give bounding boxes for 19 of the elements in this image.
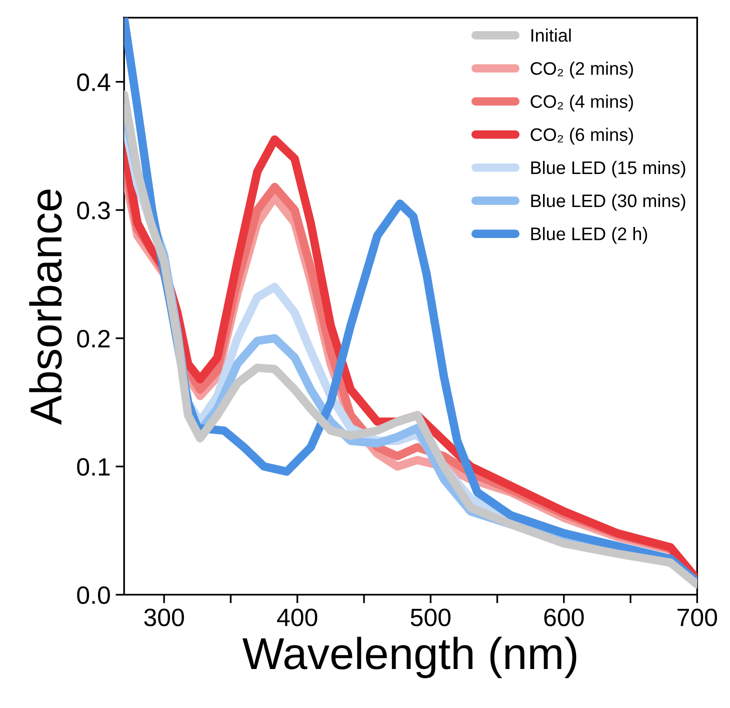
legend-label: CO₂ (6 mins) [530, 128, 633, 145]
legend-label: CO₂ (2 mins) [530, 62, 633, 78]
x-tick-label: 500 [410, 608, 450, 626]
y-tick-label: 0.3 [77, 202, 110, 220]
legend-label: Initial [531, 28, 571, 42]
y-tick-label: 0.2 [77, 330, 110, 348]
legend-label: CO₂ (4 mins) [530, 94, 633, 112]
legend-label: Blue LED (15 mins) [531, 160, 686, 178]
x-tick-label: 400 [277, 608, 318, 626]
y-axis-title: Absorbance [29, 190, 62, 425]
x-tick-label: 300 [144, 608, 184, 626]
x-tick-label: 700 [678, 608, 718, 626]
legend-label: Blue LED (2 h) [531, 227, 648, 244]
y-tick-label: 0.4 [77, 73, 110, 92]
x-axis-title: Wavelength (nm) [242, 636, 576, 678]
legend-label: Blue LED (30 mins) [531, 194, 686, 211]
y-tick-label: 0.1 [77, 458, 110, 476]
y-tick-label: 0.0 [77, 586, 110, 604]
x-tick-label: 600 [544, 608, 584, 626]
